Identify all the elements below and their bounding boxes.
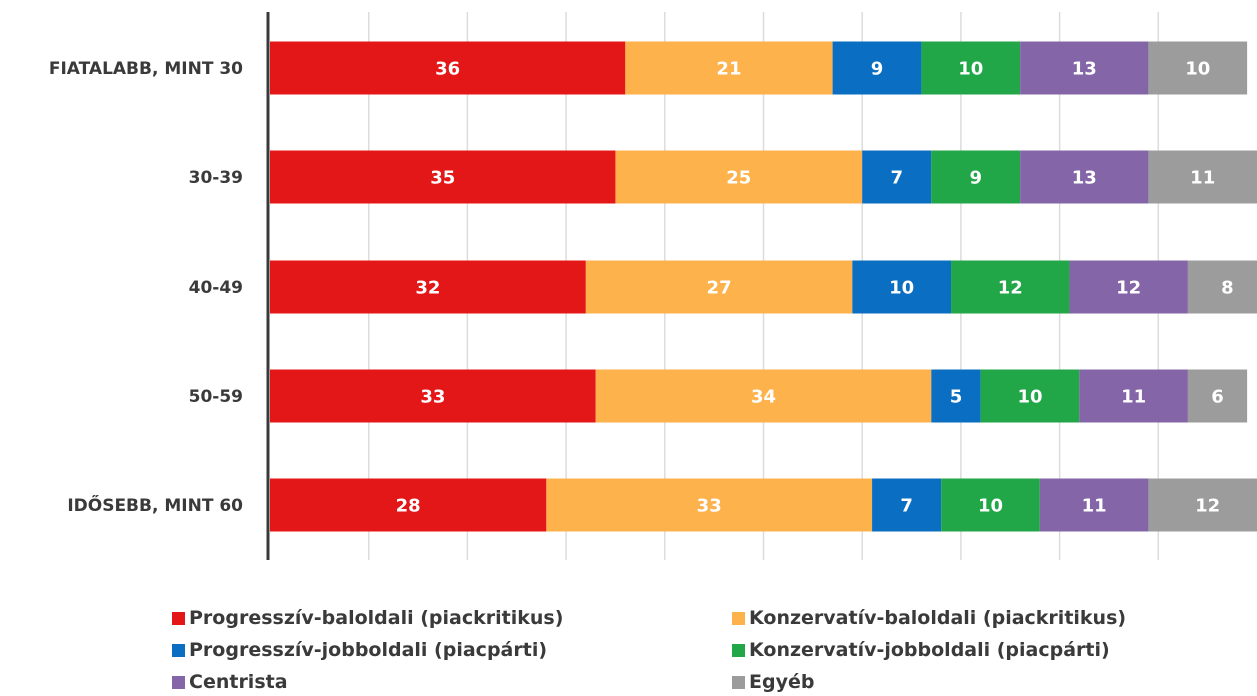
category-label: 40-49 [189,278,243,298]
bar-segment [872,478,942,532]
data-label: 10 [978,496,1003,517]
legend-item: Progresszív-jobboldali (piacpárti) [172,636,547,664]
bar-segment [585,260,853,314]
legend-label: Konzervatív-baloldali (piackritikus) [749,607,1127,629]
bar-segment [1020,41,1149,95]
data-label: 12 [1116,278,1141,299]
data-label: 12 [1195,496,1220,517]
legend-label: Konzervatív-jobboldali (piacpárti) [749,639,1110,661]
bar-segment [931,150,1021,204]
bar-segment [931,369,981,423]
legend-label: Centrista [189,671,288,693]
legend-swatch [732,643,745,657]
data-label: 25 [726,168,751,189]
data-label: 10 [958,59,983,80]
bar-segment [980,369,1080,423]
legend-swatch [732,611,745,625]
data-label: 11 [1082,496,1107,517]
legend-label: Egyéb [749,671,815,693]
legend-item: Konzervatív-jobboldali (piacpárti) [732,636,1110,664]
bar-segment [270,260,586,314]
bar-segment [270,41,626,95]
legend-item: Konzervatív-baloldali (piackritikus) [732,604,1126,632]
data-label: 5 [950,387,963,408]
bar-segment [595,369,932,423]
bar-segment [270,369,596,423]
data-label: 33 [420,387,445,408]
legend-swatch [172,675,185,689]
category-label: IDŐSEBB, MINT 60 [67,494,243,516]
legend-swatch [732,675,745,689]
legend-label: Progresszív-jobboldali (piacpárti) [189,639,548,661]
legend-item: Progresszív-baloldali (piackritikus) [172,604,563,632]
bar-segment [625,41,833,95]
bar-segment [941,478,1040,532]
data-label: 33 [697,496,722,517]
data-label: 9 [871,59,884,80]
data-label: 12 [998,278,1023,299]
data-label: 21 [716,59,741,80]
data-label: 8 [1221,278,1234,299]
bar-segment [852,260,952,314]
data-label: 28 [396,496,421,517]
bar-segment [832,41,922,95]
bar-segment [1148,150,1257,204]
category-label: FIATALABB, MINT 30 [49,59,243,79]
bar-segment [951,260,1070,314]
bar-segment [862,150,932,204]
data-label: 11 [1121,387,1146,408]
bar-segment [1187,369,1248,423]
bar-segment [1039,478,1149,532]
category-label: 30-39 [189,168,243,188]
data-label: 13 [1072,59,1097,80]
bar-segment [270,478,547,532]
data-label: 10 [1185,59,1210,80]
data-label: 7 [900,496,913,517]
data-label: 13 [1072,168,1097,189]
data-label: 35 [430,168,455,189]
legend-item: Egyéb [732,668,814,696]
bar-segment [921,41,1021,95]
bar-segment [270,150,616,204]
bar-segment [546,478,873,532]
data-label: 10 [1017,387,1042,408]
legend-item: Centrista [172,668,288,696]
bar-segment [1069,260,1188,314]
data-label: 34 [751,387,776,408]
legend-swatch [172,643,185,657]
data-label: 9 [969,168,982,189]
category-label: 50-59 [189,387,243,407]
bar-segment [1148,41,1248,95]
data-label: 36 [435,59,460,80]
data-label: 11 [1190,168,1215,189]
bar-segment [1079,369,1188,423]
bar-segment [1148,478,1257,532]
data-label: 10 [889,278,914,299]
data-label: 32 [415,278,440,299]
data-label: 7 [890,168,903,189]
bar-segment [1020,150,1149,204]
data-label: 6 [1211,387,1224,408]
legend-swatch [172,611,185,625]
data-label: 27 [707,278,732,299]
stacked-bar-chart: FIATALABB, MINT 30 36 21 9 10 13 10 30-39 35 25 7 9… [49,12,1257,560]
legend-label: Progresszív-baloldali (piackritikus) [189,607,564,629]
bar-segment [1187,260,1257,314]
bar-segment [615,150,863,204]
